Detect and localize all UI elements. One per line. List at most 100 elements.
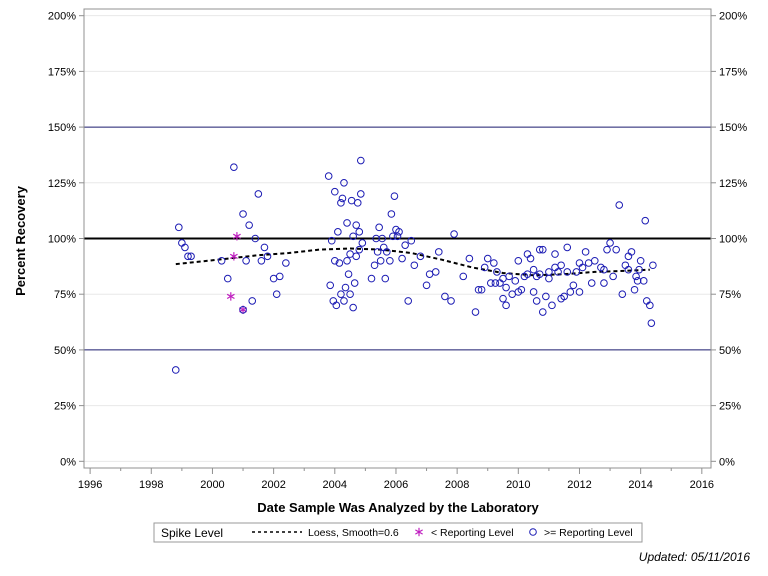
- data-point-ge: [548, 301, 556, 310]
- data-point-ge: [331, 187, 339, 196]
- data-point-ge: [373, 248, 382, 256]
- data-point-ge: [353, 199, 362, 207]
- data-point-ge: [324, 172, 333, 180]
- loess-line: [175, 247, 650, 277]
- data-point-ge: [387, 210, 396, 218]
- data-point-ge: [474, 285, 483, 294]
- data-point-ge: [184, 252, 192, 261]
- data-point-ge: [563, 268, 572, 276]
- y-tick-label-right: 25%: [719, 401, 741, 413]
- data-point-ge: [349, 232, 357, 241]
- data-point-ge: [529, 265, 538, 274]
- data-point-ge: [239, 306, 247, 314]
- data-point-ge: [416, 252, 425, 261]
- x-tick-label: 2002: [261, 479, 285, 491]
- data-point-ge: [260, 243, 269, 252]
- x-tick-label: 2012: [567, 479, 591, 491]
- data-point-ge: [217, 256, 226, 265]
- y-tick-label-right: 0%: [719, 456, 735, 468]
- data-point-ge: [480, 263, 489, 272]
- y-tick-label-right: 175%: [719, 66, 747, 78]
- data-point-ge: [378, 234, 387, 243]
- data-point-ge: [491, 279, 500, 287]
- legend-ge-swatch: [529, 528, 537, 536]
- data-point-ge: [624, 265, 633, 274]
- legend-entry-lt: < Reporting Level: [431, 527, 514, 539]
- data-point-ge: [239, 210, 247, 218]
- data-point-ge: [230, 163, 238, 171]
- data-point-ge: [355, 228, 364, 236]
- y-tick-label-left: 150%: [48, 122, 76, 134]
- data-point-ge: [483, 254, 492, 263]
- x-tick-label: 2008: [445, 479, 469, 491]
- data-point-ge: [486, 279, 495, 287]
- y-tick-label-right: 75%: [719, 289, 741, 301]
- data-point-ge: [575, 288, 584, 296]
- marker-layer: [171, 156, 657, 374]
- y-tick-label-left: 175%: [48, 66, 76, 78]
- data-point-ge: [523, 270, 532, 278]
- updated-note: Updated: 05/11/2016: [639, 550, 751, 564]
- data-point-ge: [627, 248, 636, 256]
- data-point-ge: [410, 261, 419, 270]
- data-point-ge: [352, 221, 361, 229]
- data-point-ge: [551, 250, 559, 258]
- data-point-ge: [370, 261, 379, 270]
- data-point-ge: [337, 290, 345, 299]
- x-axis-title: Date Sample Was Analyzed by the Laborato…: [257, 500, 539, 515]
- data-point-ge: [578, 263, 587, 272]
- data-point-ge: [386, 256, 394, 265]
- data-point-ge: [532, 297, 541, 305]
- data-point-ge: [282, 259, 290, 267]
- data-point-ge: [447, 297, 455, 305]
- data-point-ge: [502, 301, 510, 310]
- y-tick-label-right: 200%: [719, 11, 747, 23]
- data-point-ge: [630, 285, 639, 294]
- data-point-ge: [557, 261, 565, 270]
- data-point-ge: [465, 254, 474, 263]
- data-point-ge: [529, 288, 538, 296]
- y-axis-title: Percent Recovery: [13, 185, 28, 296]
- data-point-ge: [404, 297, 413, 305]
- data-point-ge: [545, 268, 553, 276]
- data-point-ge: [560, 292, 568, 301]
- data-point-ge: [356, 190, 365, 198]
- data-point-ge: [338, 194, 347, 203]
- data-point-ge: [257, 256, 266, 265]
- data-point-ge: [633, 277, 642, 285]
- data-point-ge: [542, 292, 550, 301]
- legend-entry-ge: >= Reporting Level: [544, 527, 633, 539]
- data-point-ge: [490, 259, 498, 267]
- data-point-ge: [263, 252, 272, 261]
- data-point-ge: [223, 274, 232, 283]
- data-point-ge: [590, 256, 599, 265]
- x-tick-label: 2004: [323, 479, 347, 491]
- x-tick-label: 2006: [384, 479, 408, 491]
- data-point-ge: [340, 297, 348, 305]
- data-point-ge: [355, 245, 364, 254]
- data-point-ge: [382, 248, 391, 256]
- data-point-ge: [340, 178, 348, 187]
- y-tick-label-right: 50%: [719, 345, 741, 357]
- data-point-ge: [609, 272, 617, 281]
- y-tick-label-right: 150%: [719, 122, 747, 134]
- loess-layer: [175, 247, 650, 277]
- data-point-ge: [346, 250, 354, 258]
- y-tick-label-left: 75%: [54, 289, 76, 301]
- data-point-ge: [352, 252, 361, 261]
- data-point-ge: [493, 268, 501, 276]
- data-point-ge: [581, 248, 590, 256]
- data-point-ge: [603, 245, 611, 254]
- data-point-ge: [269, 274, 278, 283]
- data-point-ge: [554, 268, 562, 276]
- reference-lines: [84, 126, 711, 351]
- data-point-ge: [569, 281, 578, 290]
- data-point-ge: [606, 239, 614, 247]
- data-point-ge: [563, 243, 572, 252]
- data-point-ge: [334, 228, 342, 236]
- data-point-ge: [646, 301, 654, 310]
- data-point-ge: [431, 268, 440, 276]
- data-point-ge: [349, 303, 357, 312]
- data-point-ge: [615, 201, 624, 209]
- data-point-ge: [407, 236, 416, 245]
